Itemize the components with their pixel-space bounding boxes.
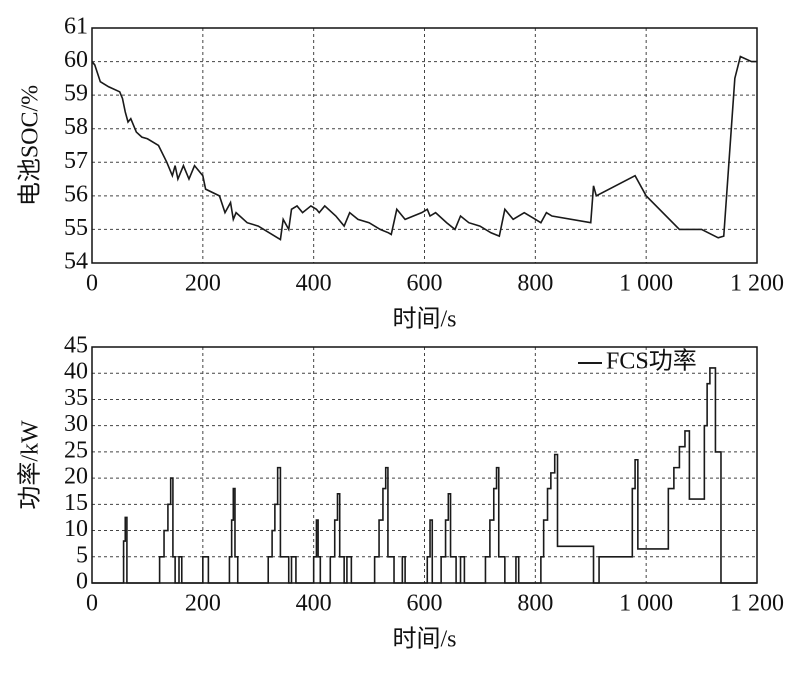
- y-axis-label: 电池SOC/%: [17, 85, 44, 206]
- y-tick-label: 55: [64, 215, 88, 241]
- y-tick-label: 45: [64, 333, 88, 359]
- y-tick-label: 56: [64, 181, 88, 207]
- x-tick-label: 0: [86, 591, 98, 617]
- y-tick-label: 61: [64, 14, 88, 40]
- data-line: [91, 55, 757, 241]
- y-tick-label: 30: [64, 411, 88, 437]
- y-tick-label: 15: [64, 490, 88, 516]
- x-tick-label: 200: [185, 591, 221, 617]
- y-tick-label: 57: [64, 148, 88, 174]
- x-tick-label: 1 000: [619, 271, 673, 297]
- plot-frame: [91, 27, 758, 264]
- x-tick-label: 0: [86, 271, 98, 297]
- x-tick-label: 800: [517, 591, 553, 617]
- x-tick-label: 400: [296, 591, 332, 617]
- y-tick-label: 35: [64, 385, 88, 411]
- y-tick-label: 5: [76, 542, 88, 568]
- x-axis-label: 时间/s: [392, 626, 456, 653]
- y-tick-label: 59: [64, 81, 88, 107]
- x-tick-label: 600: [407, 591, 443, 617]
- x-tick-label: 1 200: [730, 271, 784, 297]
- y-tick-label: 54: [64, 249, 88, 275]
- y-tick-label: 25: [64, 437, 88, 463]
- y-tick-label: 58: [64, 114, 88, 140]
- y-axis-label: 功率/kW: [17, 420, 44, 510]
- x-tick-label: 1 200: [730, 591, 784, 617]
- y-tick-label: 60: [64, 47, 88, 73]
- legend-label: FCS功率: [606, 348, 697, 375]
- x-tick-label: 400: [296, 271, 332, 297]
- x-tick-label: 800: [517, 271, 553, 297]
- data-line: [92, 367, 757, 584]
- y-tick-label: 10: [64, 516, 88, 542]
- x-tick-label: 200: [185, 271, 221, 297]
- y-tick-label: 0: [76, 569, 88, 595]
- y-tick-label: 20: [64, 464, 88, 490]
- x-axis-label: 时间/s: [392, 306, 456, 333]
- y-tick-label: 40: [64, 359, 88, 385]
- x-tick-label: 600: [407, 271, 443, 297]
- x-tick-label: 1 000: [619, 591, 673, 617]
